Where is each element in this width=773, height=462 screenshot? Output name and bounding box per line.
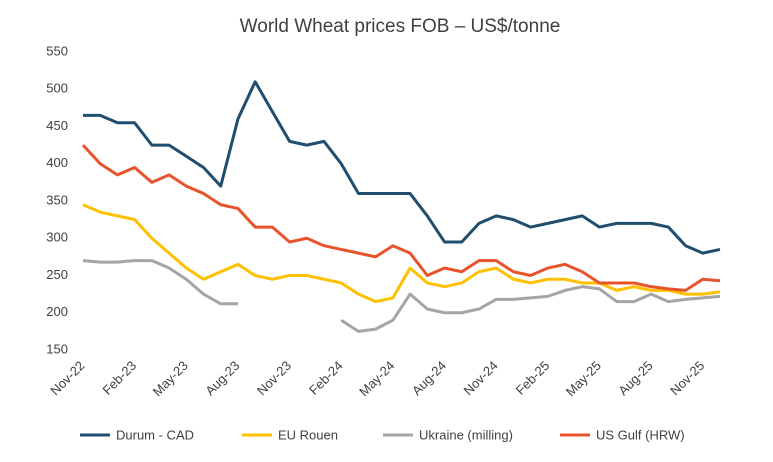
y-tick-label: 200 [46, 304, 68, 319]
y-tick-label: 350 [46, 192, 68, 207]
chart-title: World Wheat prices FOB – US$/tonne [240, 16, 561, 37]
x-tick-label: Nov-23 [254, 358, 294, 398]
y-tick-label: 300 [46, 230, 68, 245]
y-tick-label: 250 [46, 267, 68, 282]
x-tick-label: Aug-24 [409, 358, 449, 398]
y-tick-label: 450 [46, 118, 68, 133]
y-tick-label: 500 [46, 81, 68, 96]
y-tick-label: 550 [46, 43, 68, 58]
series-line [81, 144, 721, 292]
legend-label: Durum - CAD [116, 427, 194, 442]
x-tick-label: May-23 [150, 358, 191, 399]
legend-label: US Gulf (HRW) [596, 427, 685, 442]
y-tick-label: 400 [46, 155, 68, 170]
x-tick-label: Feb-25 [513, 358, 553, 398]
series-line [83, 80, 721, 255]
x-tick-label: Nov-24 [460, 358, 500, 398]
x-tick-label: Feb-24 [306, 358, 346, 398]
legend-label: Ukraine (milling) [419, 427, 513, 442]
x-tick-label: Aug-23 [202, 358, 242, 398]
x-tick-label: Nov-25 [667, 358, 707, 398]
legend-label: EU Rouen [278, 427, 338, 442]
x-tick-label: May-25 [563, 358, 604, 399]
x-tick-label: Feb-23 [99, 358, 139, 398]
x-tick-label: May-24 [356, 358, 397, 399]
y-tick-label: 150 [46, 341, 68, 356]
series-line [82, 259, 721, 333]
x-tick-label: Aug-25 [615, 358, 655, 398]
x-tick-label: Nov-22 [47, 358, 87, 398]
series-line [82, 203, 721, 304]
